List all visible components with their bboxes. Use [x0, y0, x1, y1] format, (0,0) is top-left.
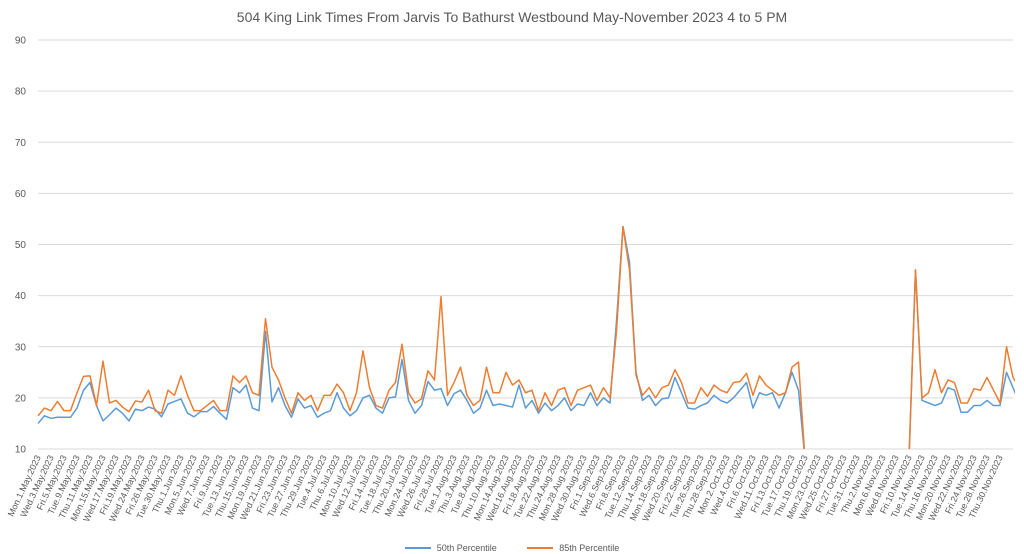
chart-legend: 50th Percentile 85th Percentile — [0, 541, 1024, 553]
legend-item-50th: 50th Percentile — [404, 543, 497, 553]
y-tick-label: 60 — [15, 189, 27, 200]
legend-label-50th: 50th Percentile — [436, 543, 497, 553]
series-line-85th-percentile — [37, 225, 1015, 449]
y-tick-label: 70 — [15, 138, 27, 149]
legend-item-85th: 85th Percentile — [527, 543, 619, 553]
legend-label-85th: 85th Percentile — [559, 543, 620, 553]
y-tick-label: 80 — [15, 87, 27, 98]
y-tick-label: 90 — [15, 36, 27, 47]
y-tick-label: 20 — [15, 393, 27, 404]
y-tick-label: 40 — [15, 291, 27, 302]
series-line-50th-percentile — [37, 225, 1015, 449]
y-tick-label: 50 — [15, 240, 27, 251]
y-tick-label: 10 — [15, 445, 27, 456]
legend-swatch-50th — [404, 547, 431, 549]
legend-swatch-85th — [527, 547, 554, 549]
chart-title: 504 King Link Times From Jarvis To Bathu… — [236, 9, 788, 25]
y-tick-label: 30 — [15, 342, 27, 353]
